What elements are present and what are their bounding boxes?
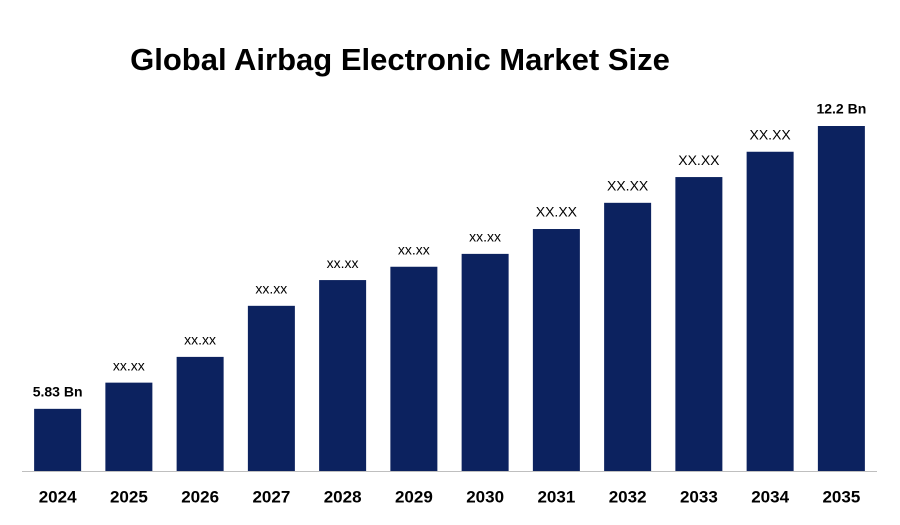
x-tick-label: 2029	[395, 487, 433, 506]
value-label: XX.XX	[750, 126, 792, 142]
x-tick-label: 2024	[39, 487, 77, 506]
value-label: xx.xx	[184, 332, 216, 348]
x-tick-label: 2026	[181, 487, 219, 506]
bar	[604, 202, 652, 471]
x-tick-label: 2030	[466, 487, 504, 506]
bar	[105, 382, 153, 471]
bar	[247, 305, 295, 471]
x-tick-label: 2033	[680, 487, 718, 506]
x-tick-label: 2028	[324, 487, 362, 506]
value-label: xx.xx	[327, 255, 359, 271]
x-tick-label: 2027	[252, 487, 290, 506]
bar	[461, 253, 509, 471]
bar	[532, 229, 580, 471]
bar	[319, 280, 367, 471]
chart-title: Global Airbag Electronic Market Size	[130, 42, 670, 77]
bar	[675, 177, 723, 472]
bar	[817, 126, 865, 471]
value-label: 12.2 Bn	[816, 101, 866, 117]
x-tick-label: 2031	[537, 487, 575, 506]
value-label: xx.xx	[255, 281, 287, 297]
bar	[34, 408, 82, 471]
value-label: 5.83 Bn	[33, 384, 83, 400]
value-label: xx.xx	[469, 229, 501, 245]
bar	[176, 356, 224, 471]
value-label: XX.XX	[678, 152, 720, 168]
x-tick-label: 2035	[822, 487, 860, 506]
x-tick-label: 2025	[110, 487, 148, 506]
value-label: XX.XX	[536, 204, 578, 220]
x-tick-label: 2034	[751, 487, 789, 506]
value-label: xx.xx	[398, 241, 430, 257]
x-tick-label: 2032	[609, 487, 647, 506]
value-label: XX.XX	[607, 178, 649, 194]
bar	[746, 151, 794, 471]
bar	[390, 266, 438, 471]
value-label: xx.xx	[113, 357, 145, 373]
